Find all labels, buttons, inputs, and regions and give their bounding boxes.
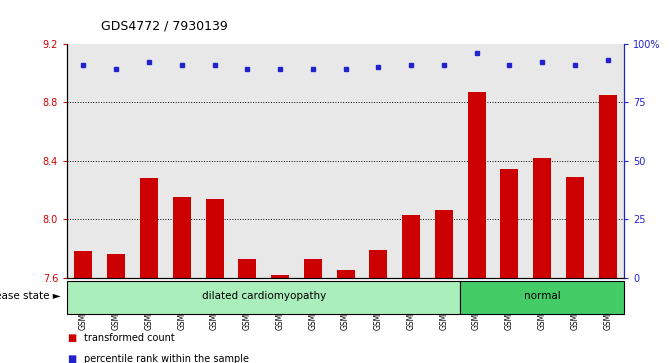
Bar bbox=[238, 259, 256, 278]
Bar bbox=[337, 270, 354, 278]
Bar bbox=[533, 158, 551, 278]
Bar bbox=[304, 259, 322, 278]
Bar bbox=[599, 95, 617, 278]
Text: percentile rank within the sample: percentile rank within the sample bbox=[84, 354, 249, 363]
Bar bbox=[435, 211, 453, 278]
Bar bbox=[271, 275, 289, 278]
Text: GDS4772 / 7930139: GDS4772 / 7930139 bbox=[101, 20, 227, 33]
Bar bbox=[566, 177, 584, 278]
Bar bbox=[107, 254, 125, 278]
Bar bbox=[172, 197, 191, 278]
Bar bbox=[140, 178, 158, 278]
Bar bbox=[67, 281, 460, 314]
Bar bbox=[501, 170, 519, 278]
Text: ■: ■ bbox=[67, 354, 76, 363]
Bar bbox=[460, 281, 624, 314]
Text: transformed count: transformed count bbox=[84, 333, 174, 343]
Bar bbox=[74, 251, 93, 278]
Text: disease state ►: disease state ► bbox=[0, 291, 60, 301]
Bar bbox=[205, 199, 223, 278]
Bar bbox=[468, 92, 486, 278]
Text: ■: ■ bbox=[67, 333, 76, 343]
Bar bbox=[369, 250, 387, 278]
Bar bbox=[402, 215, 420, 278]
Text: dilated cardiomyopathy: dilated cardiomyopathy bbox=[201, 291, 326, 301]
Text: normal: normal bbox=[524, 291, 560, 301]
